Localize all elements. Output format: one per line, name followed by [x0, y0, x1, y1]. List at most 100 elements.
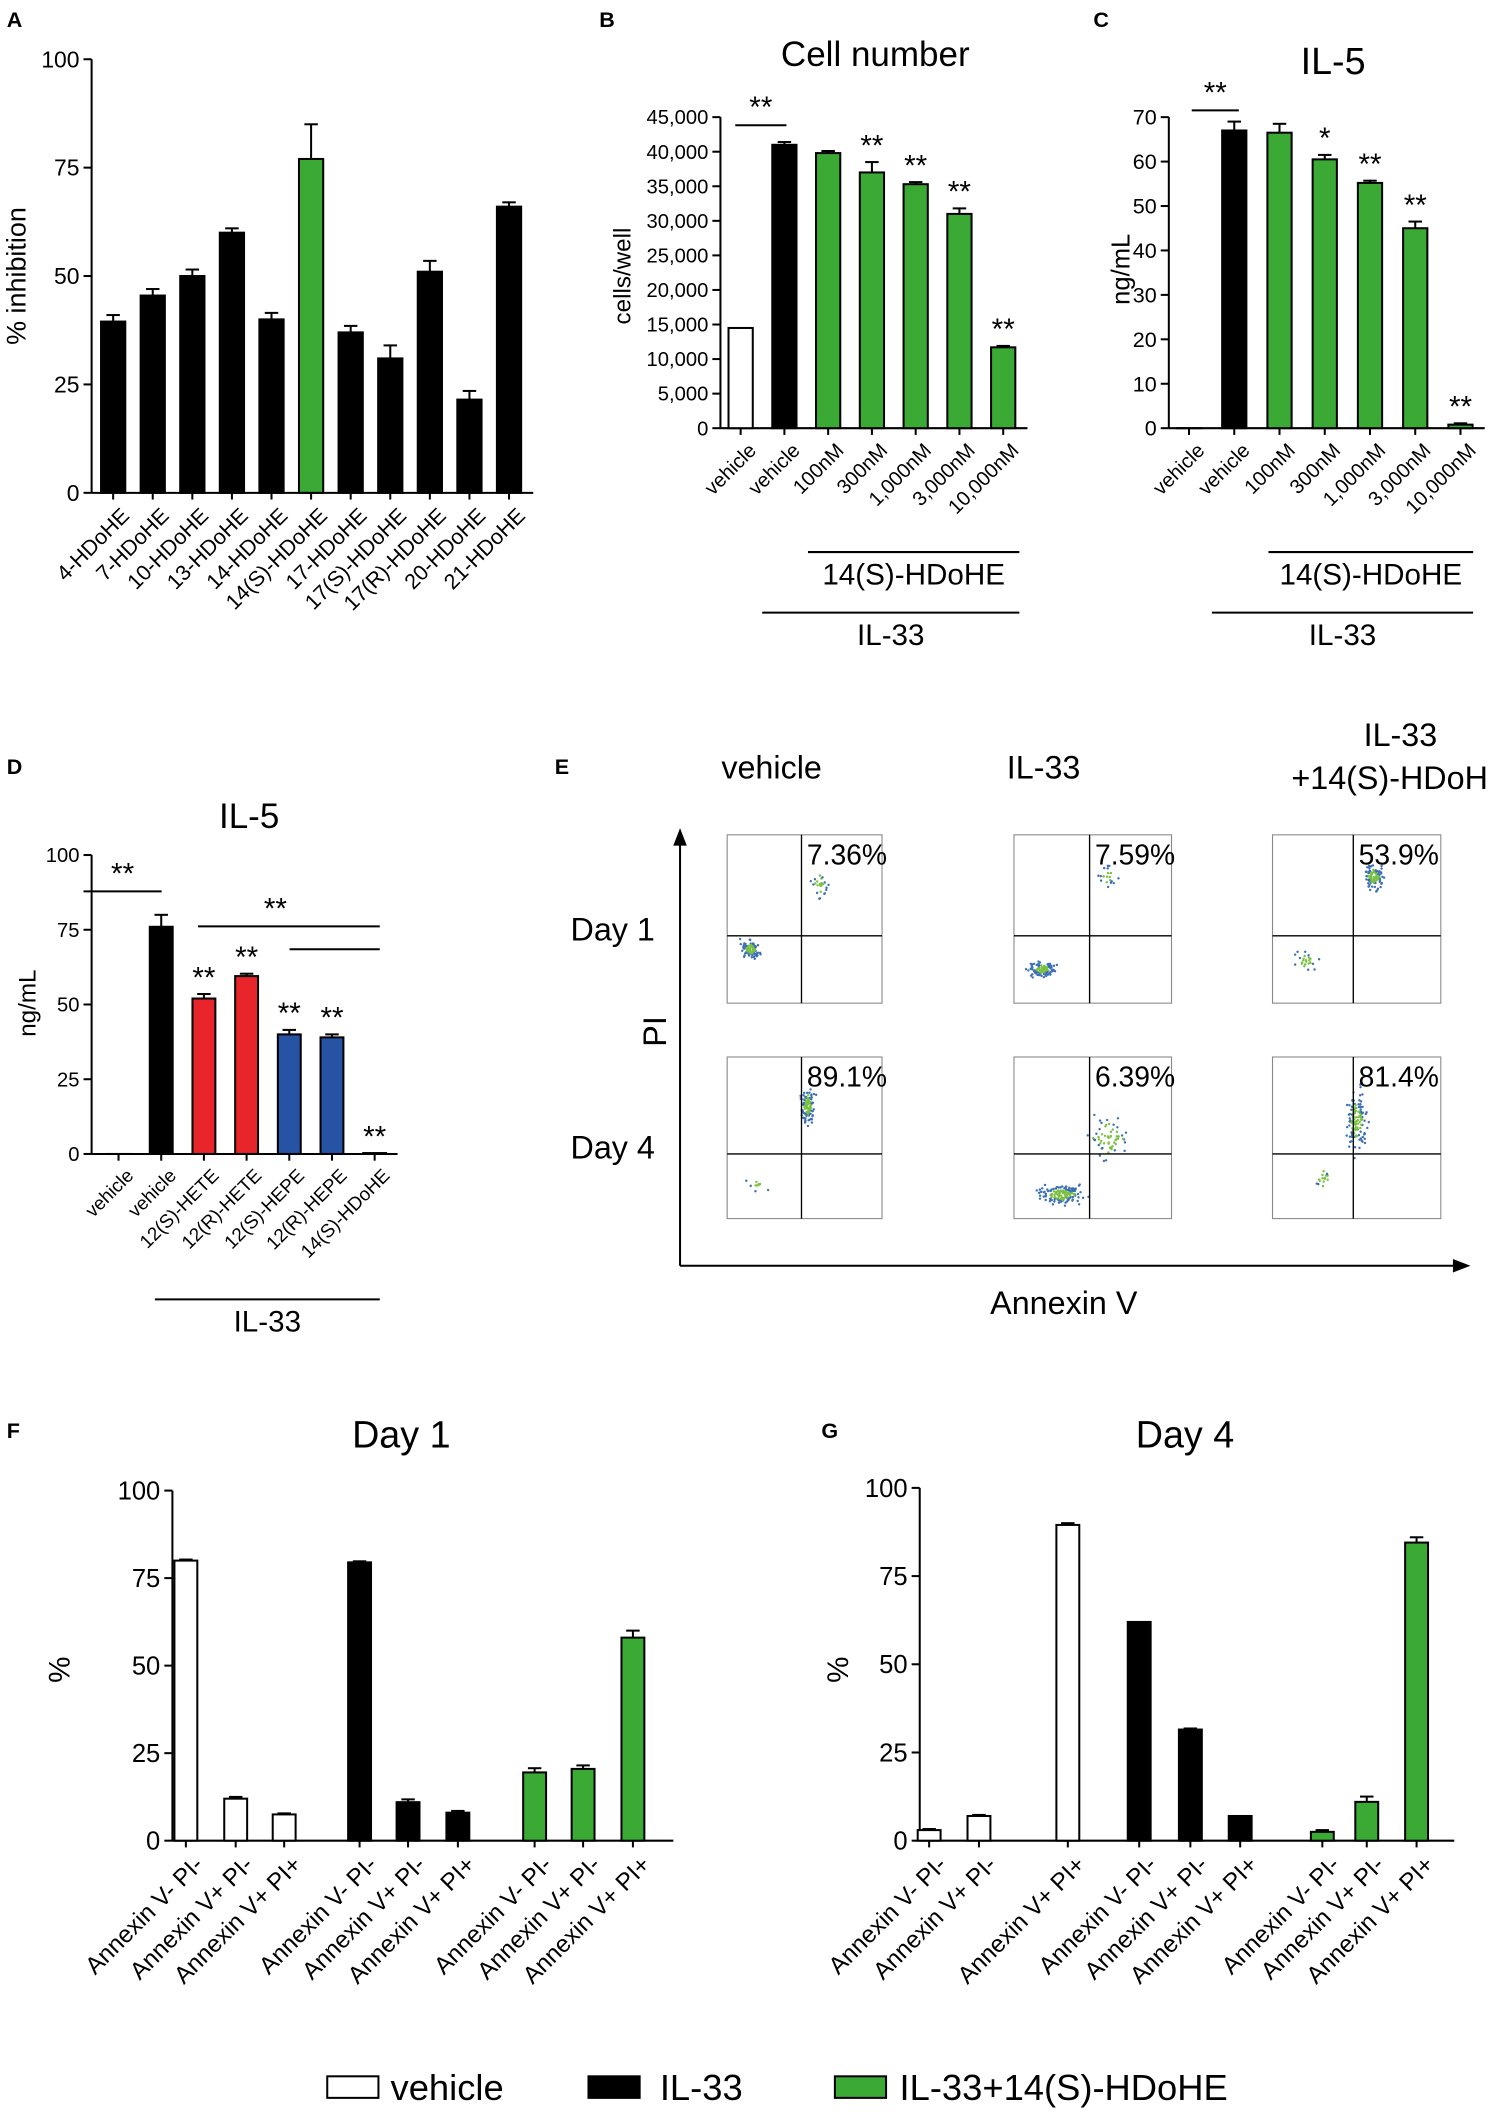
cell-event — [1361, 1140, 1364, 1143]
cell-event — [1304, 963, 1307, 966]
cell-event — [1112, 1123, 1115, 1126]
cell-event — [1100, 1121, 1103, 1125]
flow-plot-frame — [1271, 1056, 1442, 1220]
cell-event — [1373, 885, 1377, 889]
cell-event — [1060, 1189, 1064, 1192]
y-tick-label: 20 — [1133, 328, 1157, 352]
cell-event — [809, 1112, 812, 1116]
cell-event — [805, 1105, 808, 1109]
cell-event — [1060, 1194, 1063, 1197]
cell-event — [1313, 968, 1316, 971]
bar — [191, 997, 217, 1155]
cell-event — [1070, 1191, 1074, 1195]
cell-event — [1369, 873, 1373, 876]
cell-event — [1041, 970, 1044, 973]
cell-event — [753, 952, 756, 955]
cell-event — [1049, 964, 1052, 968]
cell-event — [1099, 879, 1103, 882]
cell-event — [1302, 957, 1305, 961]
cell-event — [811, 1101, 815, 1105]
cell-event — [743, 947, 746, 950]
cell-event — [1345, 1125, 1349, 1129]
cell-event — [1056, 1190, 1059, 1193]
cell-event — [1031, 973, 1034, 976]
panel-letter: A — [7, 8, 23, 32]
cell-event — [751, 945, 755, 948]
cell-event — [1353, 1123, 1357, 1126]
cell-event — [1121, 1137, 1125, 1141]
cell-event — [1041, 1187, 1044, 1190]
cell-event — [1058, 1193, 1061, 1196]
cell-event — [1104, 1123, 1108, 1127]
panel-letter: D — [7, 755, 23, 779]
cell-event — [1038, 1197, 1042, 1200]
cell-event — [1382, 876, 1386, 879]
cell-event — [1353, 1121, 1357, 1124]
bar — [620, 1636, 646, 1842]
cell-event — [1359, 1137, 1363, 1140]
y-tick-label: 15,000 — [647, 315, 709, 337]
cell-event — [1368, 867, 1371, 870]
y-tick-label: 0 — [697, 418, 708, 440]
significance: ** — [1404, 189, 1428, 222]
cell-event — [1052, 968, 1055, 972]
row-label: Day 1 — [571, 911, 655, 947]
cell-event — [1111, 1145, 1114, 1148]
cell-event — [1355, 1116, 1358, 1119]
cell-event — [751, 950, 755, 953]
bar — [377, 357, 404, 494]
cell-event — [1035, 963, 1038, 967]
cell-event — [816, 884, 819, 887]
cell-event — [1102, 1159, 1106, 1163]
cell-event — [759, 953, 762, 956]
cell-event — [1110, 1147, 1113, 1151]
cell-event — [1345, 1103, 1349, 1107]
cell-event — [805, 1091, 809, 1095]
cell-event — [1099, 874, 1103, 878]
bar — [218, 231, 246, 494]
cell-event — [1037, 967, 1041, 970]
y-tick-label: 75 — [879, 1563, 907, 1591]
cell-event — [1077, 1184, 1081, 1187]
cell-event — [804, 1113, 808, 1116]
cell-event — [1055, 963, 1059, 967]
cell-event — [1365, 878, 1368, 881]
cell-event — [755, 1180, 758, 1184]
cell-event — [1363, 1132, 1366, 1136]
cell-event — [1355, 1134, 1359, 1138]
cell-event — [1031, 976, 1034, 979]
cell-event — [1034, 970, 1038, 973]
cell-event — [1037, 960, 1040, 963]
significance: ** — [948, 176, 972, 209]
cell-event — [1348, 1104, 1351, 1107]
cell-event — [1093, 1138, 1096, 1141]
cell-event — [1365, 874, 1368, 878]
cell-event — [1348, 1135, 1352, 1138]
bar — [395, 1801, 421, 1842]
cell-event — [811, 1115, 814, 1118]
cell-event — [750, 956, 754, 959]
cell-event — [1368, 869, 1372, 873]
y-axis-label: ng/mL — [1107, 234, 1135, 305]
y-axis-label: % inhibition — [2, 207, 32, 345]
cell-event — [1105, 881, 1108, 884]
cell-event — [1318, 1179, 1321, 1182]
axis-arrow — [673, 828, 687, 846]
cell-event — [745, 949, 749, 952]
bar — [362, 1152, 388, 1155]
cell-event — [1053, 1200, 1056, 1203]
cell-event — [1027, 969, 1030, 972]
cell-event — [1359, 1113, 1363, 1117]
x-tick-label: vehicle — [1195, 440, 1255, 500]
cell-event — [1354, 1104, 1357, 1107]
chart-title: Cell number — [781, 35, 970, 74]
cell-event — [1303, 954, 1306, 958]
bar — [139, 294, 166, 494]
y-tick-label: 0 — [68, 1144, 79, 1166]
cell-event — [1321, 1184, 1325, 1188]
cell-event — [816, 880, 819, 883]
cell-event — [1046, 973, 1050, 976]
cell-event — [1065, 1194, 1068, 1198]
cell-event — [1374, 881, 1377, 885]
cell-event — [1047, 962, 1050, 966]
